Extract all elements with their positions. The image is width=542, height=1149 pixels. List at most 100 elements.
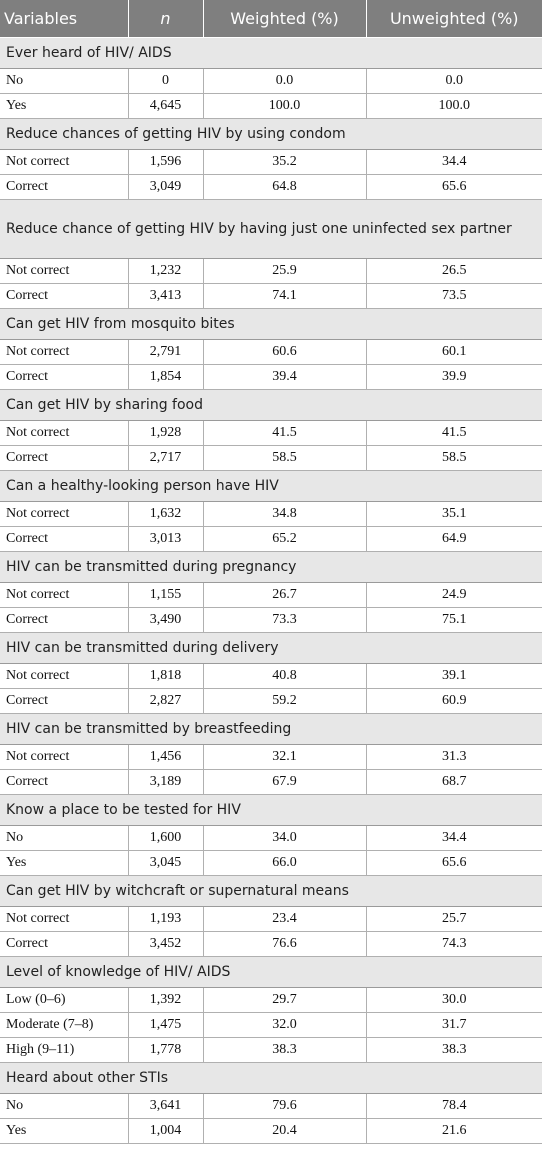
row-label: Yes — [0, 850, 129, 876]
cell-value: 1,193 — [127, 906, 204, 932]
section-title: Can a healthy-looking person have HIV — [0, 470, 542, 502]
section-row: Reduce chance of getting HIV by having j… — [0, 199, 542, 259]
section-row: Ever heard of HIV/ AIDS — [0, 37, 542, 69]
data-row: Correct 3,049 64.8 65.6 — [0, 174, 542, 200]
section-title: Can get HIV from mosquito bites — [0, 308, 542, 340]
cell-value: 0 — [127, 68, 204, 94]
row-label: Correct — [0, 174, 129, 200]
cell-value: 67.9 — [202, 769, 367, 795]
cell-value: 60.6 — [202, 339, 367, 365]
data-row: Not correct 1,155 26.7 24.9 — [0, 582, 542, 608]
data-row: Yes 1,004 20.4 21.6 — [0, 1118, 542, 1144]
header-cell: Variables — [0, 0, 129, 38]
row-label: Low (0–6) — [0, 987, 129, 1013]
cell-value: 3,049 — [127, 174, 204, 200]
cell-value: 3,013 — [127, 526, 204, 552]
row-label: Not correct — [0, 663, 129, 689]
row-label: Correct — [0, 769, 129, 795]
section-row: Can a healthy-looking person have HIV — [0, 470, 542, 502]
cell-value: 38.3 — [202, 1037, 367, 1063]
cell-value: 65.6 — [365, 174, 542, 200]
cell-value: 3,189 — [127, 769, 204, 795]
data-row: Not correct 2,791 60.6 60.1 — [0, 339, 542, 365]
data-row: Not correct 1,928 41.5 41.5 — [0, 420, 542, 446]
section-title: Reduce chances of getting HIV by using c… — [0, 118, 542, 150]
header-cell: Weighted (%) — [203, 0, 367, 38]
header-row: Variables n Weighted (%) Unweighted (%) — [0, 0, 542, 38]
cell-value: 58.5 — [202, 445, 367, 471]
data-row: Correct 2,717 58.5 58.5 — [0, 445, 542, 471]
section-title: Level of knowledge of HIV/ AIDS — [0, 956, 542, 988]
cell-value: 1,232 — [127, 258, 204, 284]
section-row: Can get HIV from mosquito bites — [0, 308, 542, 340]
section-title: Reduce chance of getting HIV by having j… — [0, 199, 542, 259]
cell-value: 25.9 — [202, 258, 367, 284]
data-row: No 3,641 79.6 78.4 — [0, 1093, 542, 1119]
cell-value: 1,155 — [127, 582, 204, 608]
data-row: Correct 3,013 65.2 64.9 — [0, 526, 542, 552]
table-body: Ever heard of HIV/ AIDS No 0 0.0 0.0 Yes 4,645… — [0, 37, 542, 1144]
row-label: Moderate (7–8) — [0, 1012, 129, 1038]
cell-value: 76.6 — [202, 931, 367, 957]
cell-value: 74.1 — [202, 283, 367, 309]
cell-value: 3,413 — [127, 283, 204, 309]
cell-value: 79.6 — [202, 1093, 367, 1119]
data-row: Correct 3,413 74.1 73.5 — [0, 283, 542, 309]
cell-value: 24.9 — [365, 582, 542, 608]
section-title: HIV can be transmitted during delivery — [0, 632, 542, 664]
cell-value: 0.0 — [202, 68, 367, 94]
row-label: Correct — [0, 526, 129, 552]
section-row: HIV can be transmitted during pregnancy — [0, 551, 542, 583]
cell-value: 1,854 — [127, 364, 204, 390]
header-cell: n — [128, 0, 204, 38]
data-row: Yes 3,045 66.0 65.6 — [0, 850, 542, 876]
cell-value: 35.2 — [202, 149, 367, 175]
cell-value: 2,791 — [127, 339, 204, 365]
section-row: Heard about other STIs — [0, 1062, 542, 1094]
section-row: HIV can be transmitted during delivery — [0, 632, 542, 664]
cell-value: 58.5 — [365, 445, 542, 471]
cell-value: 74.3 — [365, 931, 542, 957]
cell-value: 3,641 — [127, 1093, 204, 1119]
cell-value: 39.9 — [365, 364, 542, 390]
cell-value: 59.2 — [202, 688, 367, 714]
cell-value: 38.3 — [365, 1037, 542, 1063]
cell-value: 23.4 — [202, 906, 367, 932]
cell-value: 1,818 — [127, 663, 204, 689]
cell-value: 34.0 — [202, 825, 367, 851]
section-row: HIV can be transmitted by breastfeeding — [0, 713, 542, 745]
cell-value: 73.3 — [202, 607, 367, 633]
row-label: No — [0, 825, 129, 851]
cell-value: 40.8 — [202, 663, 367, 689]
cell-value: 34.4 — [365, 149, 542, 175]
row-label: Not correct — [0, 906, 129, 932]
section-title: Can get HIV by sharing food — [0, 389, 542, 421]
row-label: Correct — [0, 445, 129, 471]
data-row: Low (0–6) 1,392 29.7 30.0 — [0, 987, 542, 1013]
cell-value: 4,645 — [127, 93, 204, 119]
section-title: Ever heard of HIV/ AIDS — [0, 37, 542, 69]
cell-value: 3,045 — [127, 850, 204, 876]
row-label: Not correct — [0, 501, 129, 527]
row-label: Correct — [0, 283, 129, 309]
cell-value: 31.3 — [365, 744, 542, 770]
cell-value: 64.9 — [365, 526, 542, 552]
cell-value: 2,717 — [127, 445, 204, 471]
data-row: Correct 1,854 39.4 39.9 — [0, 364, 542, 390]
data-row: Correct 3,189 67.9 68.7 — [0, 769, 542, 795]
cell-value: 35.1 — [365, 501, 542, 527]
cell-value: 78.4 — [365, 1093, 542, 1119]
section-title: HIV can be transmitted by breastfeeding — [0, 713, 542, 745]
cell-value: 3,452 — [127, 931, 204, 957]
data-row: Moderate (7–8) 1,475 32.0 31.7 — [0, 1012, 542, 1038]
cell-value: 29.7 — [202, 987, 367, 1013]
section-title: Heard about other STIs — [0, 1062, 542, 1094]
section-row: Know a place to be tested for HIV — [0, 794, 542, 826]
row-label: Not correct — [0, 420, 129, 446]
row-label: Not correct — [0, 744, 129, 770]
data-row: Not correct 1,232 25.9 26.5 — [0, 258, 542, 284]
cell-value: 65.6 — [365, 850, 542, 876]
cell-value: 32.1 — [202, 744, 367, 770]
